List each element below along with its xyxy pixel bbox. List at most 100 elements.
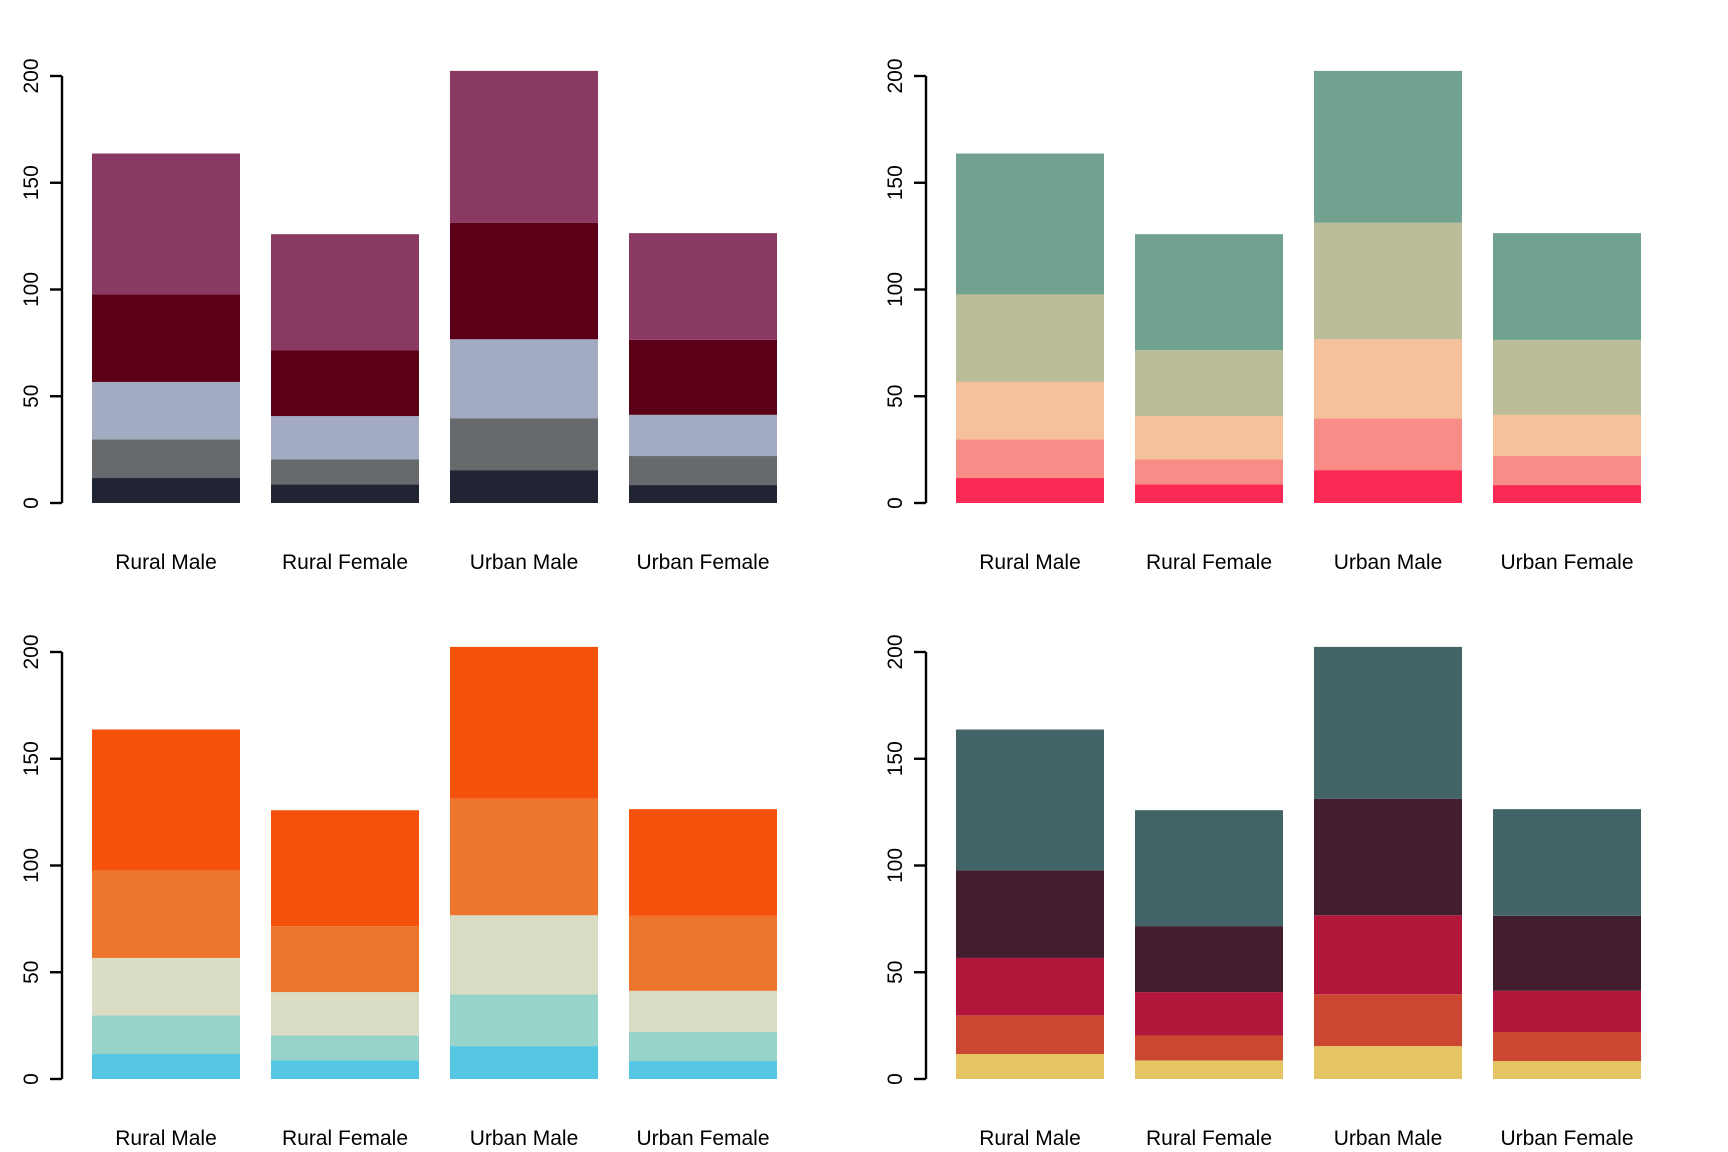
y-tick-label: 50 — [20, 385, 43, 408]
bar-segment — [629, 456, 777, 486]
bar-segment — [629, 915, 777, 991]
stacked-barplot-top-right: 0 50 100 150 200 Rural Male Rural Female Urban … — [884, 58, 1641, 574]
panel-top-right: 0 50 100 150 200 Rural Male Rural Female Urban … — [864, 0, 1728, 576]
bar-segment — [629, 339, 777, 415]
y-tick-label: 150 — [884, 741, 907, 776]
bar-segment — [956, 478, 1104, 503]
bar-segment — [450, 418, 598, 471]
bar-segment — [1314, 339, 1462, 419]
bar-segment — [1135, 234, 1283, 351]
bar-segment — [956, 729, 1104, 871]
bar-segment — [1314, 994, 1462, 1047]
y-tick-label: 0 — [884, 497, 907, 509]
bar-segment — [1493, 233, 1641, 340]
x-category-label: Urban Male — [470, 1127, 579, 1150]
bar-segment — [92, 294, 240, 382]
bar-segment — [450, 470, 598, 503]
bar-segment — [1493, 1061, 1641, 1079]
bar-segment — [450, 798, 598, 916]
bar-segment — [1314, 798, 1462, 916]
stacked-barplot-bottom-right: 0 50 100 150 200 Rural Male Rural Female Urban … — [884, 634, 1641, 1150]
bar-segment — [1135, 484, 1283, 503]
bar-segment — [92, 478, 240, 503]
bar-segment — [1135, 992, 1283, 1036]
bar-segment — [450, 646, 598, 799]
bar-segment — [956, 1054, 1104, 1079]
bar-segment — [1493, 915, 1641, 991]
bar-segment — [956, 294, 1104, 382]
bar-segment — [450, 915, 598, 995]
bar-segment — [1135, 1060, 1283, 1079]
bar-segment — [92, 729, 240, 871]
bar-segment — [450, 994, 598, 1047]
y-tick-label: 150 — [20, 165, 43, 200]
bar-segment — [956, 439, 1104, 479]
bar-segment — [1135, 926, 1283, 993]
x-category-label: Urban Male — [1334, 551, 1443, 574]
bar-segment — [956, 1015, 1104, 1055]
bar-segment — [271, 459, 419, 485]
y-tick-label: 200 — [20, 58, 43, 93]
bar-segment — [271, 992, 419, 1036]
bar-segment — [629, 990, 777, 1033]
bar-segment — [271, 350, 419, 417]
y-tick-label: 0 — [884, 1073, 907, 1085]
bar-segment — [1314, 470, 1462, 503]
bar-segment — [1314, 222, 1462, 340]
bar-segment — [92, 1054, 240, 1079]
x-category-label: Rural Female — [1146, 1127, 1272, 1150]
bar-segment — [1493, 414, 1641, 457]
bar-segment — [450, 1046, 598, 1079]
x-category-label: Rural Female — [1146, 551, 1272, 574]
bar-segment — [92, 153, 240, 295]
bar-segment — [1135, 459, 1283, 485]
stacked-barplot-top-left: 0 50 100 150 200 Rural Male Rural Female Urban … — [20, 58, 777, 574]
x-category-label: Rural Male — [115, 1127, 217, 1150]
y-tick-label: 100 — [20, 272, 43, 307]
x-category-label: Rural Female — [282, 551, 408, 574]
bar-segment — [956, 153, 1104, 295]
stacked-barplot-bottom-left: 0 50 100 150 200 Rural Male Rural Female Urban … — [20, 634, 777, 1150]
bar-segment — [629, 414, 777, 457]
bar-segment — [1314, 70, 1462, 223]
bar-segment — [1493, 485, 1641, 503]
bar-segment — [629, 233, 777, 340]
bar-segment — [1493, 339, 1641, 415]
bar-segment — [92, 439, 240, 479]
bar-segment — [1493, 809, 1641, 916]
y-tick-label: 200 — [884, 58, 907, 93]
bar-segment — [1493, 990, 1641, 1033]
bar-segment — [92, 1015, 240, 1055]
y-tick-label: 50 — [884, 961, 907, 984]
x-category-label: Urban Female — [636, 551, 769, 574]
bar-segment — [450, 222, 598, 340]
bar-segment — [1135, 810, 1283, 927]
x-category-label: Urban Female — [1500, 1127, 1633, 1150]
bar-segment — [271, 484, 419, 503]
bar-segment — [1314, 915, 1462, 995]
x-category-label: Urban Female — [1500, 551, 1633, 574]
bar-segment — [1314, 418, 1462, 471]
bar-segment — [271, 1060, 419, 1079]
x-category-label: Rural Male — [115, 551, 217, 574]
bar-segment — [92, 957, 240, 1016]
bar-segment — [1135, 1035, 1283, 1061]
y-tick-label: 100 — [884, 272, 907, 307]
panel-bottom-right: 0 50 100 150 200 Rural Male Rural Female Urban … — [864, 576, 1728, 1152]
y-tick-label: 0 — [20, 497, 43, 509]
bar-segment — [1314, 646, 1462, 799]
x-category-label: Urban Male — [470, 551, 579, 574]
bar-segment — [1493, 1032, 1641, 1062]
bar-segment — [629, 809, 777, 916]
bar-segment — [271, 416, 419, 460]
x-category-label: Urban Female — [636, 1127, 769, 1150]
bar-segment — [271, 810, 419, 927]
bar-segment — [1135, 416, 1283, 460]
x-category-label: Urban Male — [1334, 1127, 1443, 1150]
panel-top-left: 0 50 100 150 200 Rural Male Rural Female Urban … — [0, 0, 864, 576]
panel-bottom-left: 0 50 100 150 200 Rural Male Rural Female Urban … — [0, 576, 864, 1152]
y-tick-label: 150 — [20, 741, 43, 776]
bar-segment — [629, 1061, 777, 1079]
bar-segment — [956, 957, 1104, 1016]
